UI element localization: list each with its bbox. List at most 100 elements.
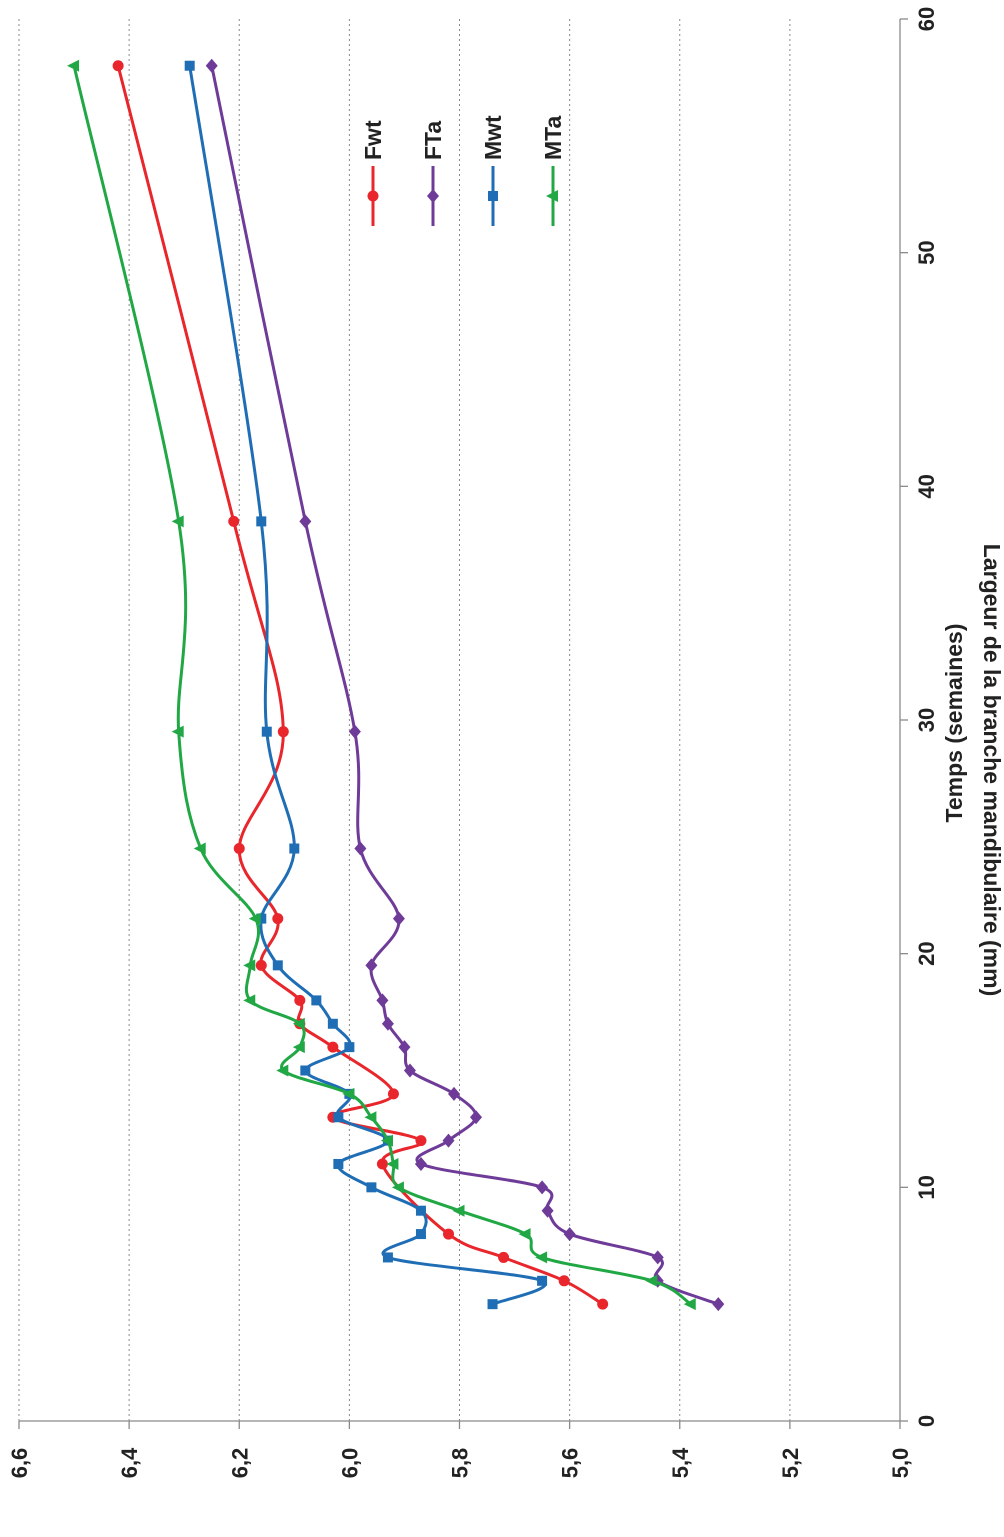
x-tick-label: 30 <box>914 708 939 732</box>
data-point <box>452 1204 465 1217</box>
data-point <box>518 1228 531 1241</box>
data-point <box>112 60 124 72</box>
legend-item-fwt: Fwt <box>360 120 386 226</box>
y-tick-label: 5,0 <box>888 1448 913 1479</box>
data-point <box>536 1180 549 1195</box>
data-point <box>386 1157 399 1170</box>
legend-label: MTa <box>540 115 566 160</box>
data-point <box>311 995 322 1006</box>
data-point <box>243 959 256 972</box>
data-point <box>243 994 256 1007</box>
x-axis-title: Temps (semaines) <box>941 624 967 823</box>
axes: 5,0 5,2 5,4 5,6 5,8 6,0 6,2 6,4 6,6 0 10 20 30 40 50 60 <box>7 7 939 1479</box>
legend-marker <box>367 190 379 202</box>
legend-item-fta: FTa <box>420 121 446 226</box>
data-point <box>366 1182 377 1193</box>
x-tick-label: 20 <box>914 941 939 965</box>
data-point <box>171 725 184 738</box>
data-point <box>348 724 361 739</box>
data-point <box>289 843 300 854</box>
data-point <box>376 993 389 1008</box>
y-tick-label: 6,2 <box>227 1448 252 1479</box>
data-point <box>67 59 80 72</box>
data-point <box>272 960 283 971</box>
legend-label: FTa <box>420 121 446 160</box>
data-point <box>487 1299 498 1310</box>
data-point <box>327 1018 338 1029</box>
data-point <box>442 1228 454 1240</box>
x-tick-label: 10 <box>914 1175 939 1199</box>
legend: Fwt FTa Mwt MTa <box>360 115 566 226</box>
data-point <box>294 994 306 1006</box>
data-point <box>415 1205 426 1216</box>
legend-item-mwt: Mwt <box>480 115 506 226</box>
data-point <box>354 841 367 856</box>
legend-label: Mwt <box>480 115 506 160</box>
data-series <box>67 58 725 1312</box>
legend-marker <box>427 189 439 203</box>
series-line <box>116 64 605 1306</box>
data-point <box>558 1275 570 1287</box>
data-point <box>276 1064 289 1077</box>
y-tick-label: 5,8 <box>448 1448 473 1479</box>
data-point <box>645 1274 658 1287</box>
series-fta <box>205 58 725 1312</box>
data-point <box>193 842 206 855</box>
data-point <box>398 1040 411 1055</box>
x-tick-label: 0 <box>914 1415 939 1427</box>
data-point <box>292 1017 305 1030</box>
data-point <box>541 1203 554 1218</box>
data-point <box>380 1134 393 1147</box>
y-tick-label: 5,4 <box>668 1447 693 1478</box>
data-point <box>651 1250 664 1265</box>
data-point <box>300 1065 311 1076</box>
series-fwt <box>112 60 609 1310</box>
y-tick-label: 6,6 <box>7 1448 32 1479</box>
legend-label: Fwt <box>360 120 386 160</box>
data-point <box>248 912 261 925</box>
data-point <box>228 515 240 527</box>
data-point <box>597 1298 609 1310</box>
data-point <box>712 1297 725 1312</box>
data-point <box>299 514 312 529</box>
data-point <box>256 516 267 527</box>
legend-marker <box>546 190 558 202</box>
data-point <box>535 1251 548 1264</box>
data-point <box>563 1227 576 1242</box>
series-line <box>210 64 720 1306</box>
data-point <box>344 1042 355 1053</box>
data-point <box>415 1135 427 1147</box>
data-point <box>205 58 218 73</box>
data-point <box>277 726 289 738</box>
data-point <box>392 911 405 926</box>
data-point <box>171 515 184 528</box>
data-point <box>365 958 378 973</box>
gridlines <box>18 19 791 1421</box>
data-point <box>184 60 195 71</box>
data-point <box>415 1229 426 1240</box>
y-tick-label: 5,6 <box>558 1448 583 1479</box>
data-point <box>255 959 267 971</box>
data-point <box>537 1275 548 1286</box>
data-point <box>376 1158 388 1170</box>
data-point <box>333 1112 344 1123</box>
data-point <box>387 1088 399 1100</box>
data-point <box>256 913 267 924</box>
data-point <box>403 1063 416 1078</box>
data-point <box>470 1110 483 1125</box>
data-point <box>498 1251 510 1263</box>
data-point <box>272 913 284 925</box>
data-point <box>333 1158 344 1169</box>
data-point <box>442 1133 455 1148</box>
data-point <box>342 1087 355 1100</box>
data-point <box>391 1181 404 1194</box>
data-point <box>261 726 272 737</box>
y-tick-label: 6,4 <box>117 1447 142 1478</box>
data-point <box>327 1041 339 1053</box>
data-point <box>364 1111 377 1124</box>
data-point <box>382 1252 393 1263</box>
x-tick-label: 40 <box>914 474 939 498</box>
data-point <box>447 1086 460 1101</box>
x-tick-label: 60 <box>914 7 939 31</box>
